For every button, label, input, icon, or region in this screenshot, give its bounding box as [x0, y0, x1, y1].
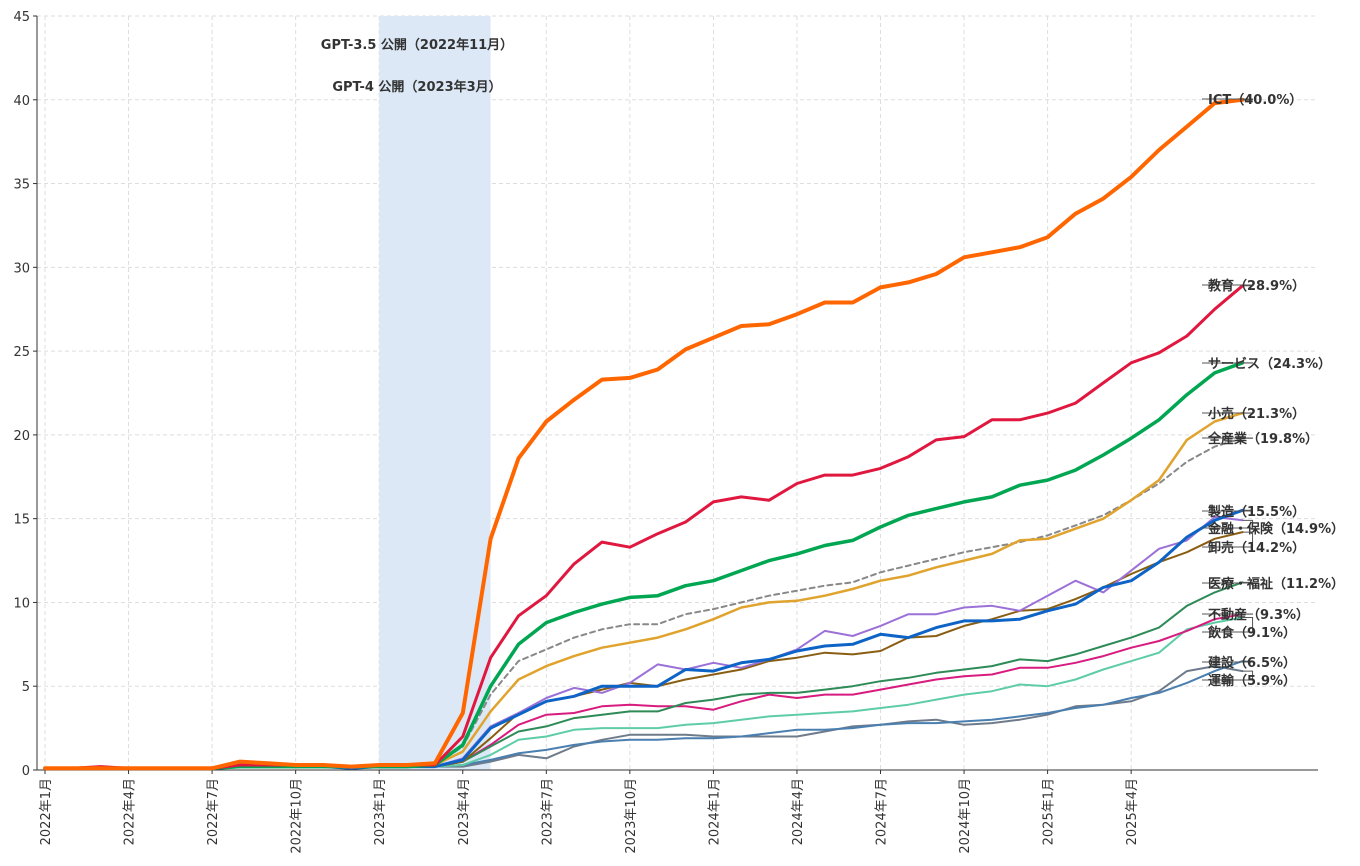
x-tick-label: 2022年1月	[39, 778, 54, 845]
y-tick-label: 10	[13, 596, 30, 611]
x-tick-label: 2023年1月	[373, 778, 388, 845]
y-tick-label: 35	[13, 178, 30, 193]
label-connector	[1202, 284, 1254, 287]
annotation-gpt4: GPT-4 公開（2023年3月）	[332, 79, 501, 95]
gpt-release-shaded-region	[379, 16, 491, 770]
label-connector	[1202, 670, 1254, 681]
label-connector	[1202, 509, 1254, 512]
series-line	[44, 665, 1244, 770]
label-connector	[1202, 617, 1254, 633]
x-tick-label: 2024年4月	[791, 778, 806, 845]
axes: 0 5 10 15 20 25 30 35 40 45 2022年1月 2022年4月 2022年7月 2…	[13, 10, 1318, 854]
x-tick-label: 2023年7月	[540, 778, 555, 845]
label-connector	[1202, 581, 1254, 584]
x-tick-label: 2022年7月	[206, 778, 221, 845]
y-tick-label: 15	[13, 513, 30, 528]
series-line	[43, 97, 1245, 771]
series-label: 卸売（14.2%）	[1208, 540, 1305, 556]
y-tick-label: 40	[13, 94, 30, 109]
grid-lines	[37, 15, 1318, 770]
y-tick-label: 45	[13, 10, 30, 25]
series-line	[44, 516, 1244, 770]
series-label: 全産業（19.8%）	[1207, 431, 1318, 447]
series-label: 医療・福祉（11.2%）	[1208, 576, 1344, 592]
y-tick-label: 20	[13, 429, 30, 444]
series-line	[44, 613, 1244, 770]
series-line	[44, 660, 1244, 770]
x-tick-label: 2025年4月	[1125, 778, 1140, 845]
series-label: 小売（21.3%）	[1208, 406, 1305, 422]
series-line	[44, 531, 1244, 770]
x-tick-label: 2024年10月	[958, 778, 973, 854]
x-tick-label: 2024年7月	[875, 778, 890, 845]
x-tick-label: 2023年10月	[624, 778, 639, 854]
y-tick-label: 30	[13, 261, 30, 276]
label-connector	[1202, 660, 1254, 663]
series-label: 不動産（9.3%）	[1208, 607, 1309, 623]
series-line	[43, 284, 1244, 770]
series-line	[43, 411, 1244, 770]
series-label: ICT（40.0%）	[1208, 92, 1302, 108]
y-tick-label: 25	[13, 345, 30, 360]
label-connector	[1202, 531, 1254, 548]
series-line	[43, 361, 1245, 771]
series-end-labels: ICT（40.0%） 教育（28.9%） サービス（24.3%） 小売（21.3%） 全…	[1202, 92, 1344, 689]
x-tick-label: 2023年4月	[457, 778, 472, 845]
label-connector	[1202, 98, 1254, 101]
x-tick-label: 2024年1月	[707, 778, 722, 845]
x-tick-label: 2022年4月	[123, 778, 138, 845]
series-label: 教育（28.9%）	[1207, 278, 1305, 294]
annotation-gpt35: GPT-3.5 公開（2022年11月）	[321, 37, 513, 53]
series-label: 建設（6.5%）	[1208, 655, 1296, 671]
x-tick-label: 2022年10月	[290, 778, 305, 854]
y-tick-label: 5	[22, 680, 30, 695]
series-label: 運輸（5.9%）	[1208, 673, 1296, 689]
x-tick-label: 2025年1月	[1042, 778, 1057, 845]
y-tick-label: 0	[22, 764, 30, 779]
series-label: 金融・保険（14.9%）	[1207, 521, 1344, 537]
series-label: サービス（24.3%）	[1208, 356, 1331, 372]
series-label: 飲食（9.1%）	[1207, 625, 1296, 641]
label-connector	[1202, 519, 1254, 529]
series-lines	[43, 97, 1245, 771]
series-label: 製造（15.5%）	[1207, 504, 1305, 520]
